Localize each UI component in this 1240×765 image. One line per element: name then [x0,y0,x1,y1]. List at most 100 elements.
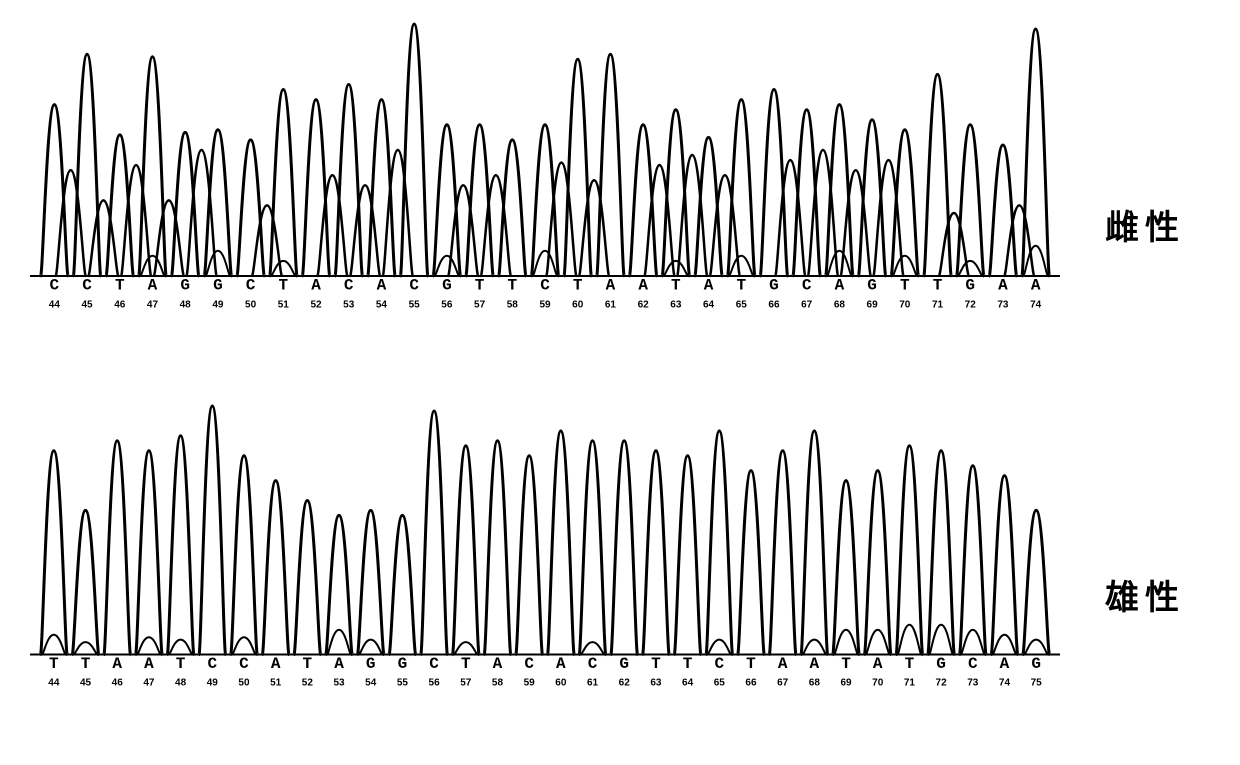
base-call: T [933,277,943,295]
base-call: A [493,655,503,673]
position-number: 56 [441,300,453,311]
position-number: 51 [278,300,290,311]
peak [172,132,199,276]
base-call: T [841,655,851,673]
position-number: 59 [524,678,536,689]
base-call: G [936,655,946,673]
peak [801,431,828,655]
base-call: G [442,277,452,295]
position-number: 56 [429,678,441,689]
peak [453,446,480,655]
chromatogram-plot-male: TTAATCCATAGGCTACACGTTCTAATATGCAG44454647… [30,400,1060,696]
peak [204,130,231,276]
base-call: G [769,277,779,295]
chromatogram-panel-male: TTAATCCATAGGCTACACGTTCTAATATGCAG44454647… [30,400,1060,696]
peak [760,90,788,277]
peak [41,105,69,276]
base-call: T [507,277,517,295]
peak [991,476,1018,655]
position-number: 57 [460,678,472,689]
position-number: 62 [638,300,650,311]
peak [629,125,657,276]
peak [270,90,298,277]
position-number: 74 [999,678,1011,689]
peak [326,515,353,654]
peak [357,510,384,654]
base-call: C [409,277,419,295]
peak [73,54,101,276]
position-number: 69 [840,678,852,689]
base-call: T [115,277,125,295]
peak [72,510,99,654]
position-number: 59 [539,300,551,311]
peak [864,471,891,655]
peak [728,100,756,276]
peak [564,59,591,276]
peak [516,456,543,655]
peak [957,125,985,276]
base-call: A [835,277,845,295]
base-call: A [311,277,321,295]
base-call: T [303,655,313,673]
base-call: C [968,655,978,673]
position-number: 58 [507,300,519,311]
peak [389,515,416,654]
peak [793,110,821,276]
peak [335,85,363,277]
position-number: 46 [114,300,126,311]
base-call: T [475,277,485,295]
position-number: 57 [474,300,486,311]
peak [106,135,134,276]
position-number: 71 [932,300,944,311]
peak [738,471,765,655]
peak [695,137,723,276]
base-call: T [900,277,910,295]
position-number: 48 [175,678,187,689]
base-call: A [810,655,820,673]
base-call: C [540,277,550,295]
peak [858,120,885,276]
base-call: G [619,655,629,673]
base-call: C [207,655,217,673]
peak [421,411,448,655]
peak [989,145,1017,276]
peak [579,441,606,655]
peak [167,436,194,655]
peak [139,57,167,276]
peak [484,441,511,655]
position-number: 51 [270,678,282,689]
chromatogram-plot-female: CCTAGGCTACACGTTCTAATATGCAGTTGAA444546474… [30,18,1060,318]
base-call: G [965,277,975,295]
position-number: 68 [809,678,821,689]
position-number: 46 [112,678,124,689]
base-call: T [461,655,471,673]
peak [706,431,733,655]
peak [674,456,701,655]
peak [1023,510,1050,654]
position-number: 70 [899,300,911,311]
base-call: T [651,655,661,673]
chromatogram-svg: CCTAGGCTACACGTTCTAATATGCAGTTGAA444546474… [30,18,1060,318]
base-call: T [671,277,681,295]
position-number: 63 [650,678,662,689]
base-call: T [573,277,583,295]
position-number: 53 [333,678,345,689]
position-number: 50 [238,678,250,689]
peak [368,100,396,276]
base-call: A [1031,277,1041,295]
peak [597,54,625,276]
position-number: 55 [397,678,409,689]
base-call: C [246,277,256,295]
position-number: 66 [768,300,780,311]
peak [466,125,494,276]
peak [1022,29,1050,276]
peak [237,140,265,276]
base-call: C [50,277,60,295]
position-number: 54 [365,678,377,689]
peak [199,406,226,655]
peak [896,446,923,655]
position-number: 73 [967,678,979,689]
base-call: C [82,277,92,295]
position-number: 64 [682,678,694,689]
base-call: T [176,655,186,673]
